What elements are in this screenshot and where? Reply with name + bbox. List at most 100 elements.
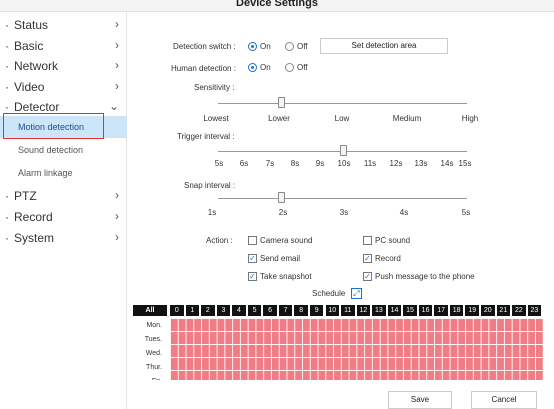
trigger-interval-label: Trigger interval : bbox=[177, 132, 235, 141]
detection-switch-off-radio[interactable] bbox=[285, 42, 294, 51]
chevron-down-icon: ⌄ bbox=[108, 99, 119, 113]
sidebar-item-label: Basic bbox=[14, 39, 44, 53]
bullet-glyph: · bbox=[5, 80, 9, 94]
send-email-label: Send email bbox=[260, 254, 301, 263]
schedule-hour-cell[interactable]: 4 bbox=[232, 305, 246, 316]
chevron-right-icon: › bbox=[115, 209, 119, 223]
schedule-hour-cell[interactable]: 2 bbox=[201, 305, 215, 316]
sidebar-item-label: Status bbox=[14, 18, 49, 32]
trigger-interval-tick-label: 8s bbox=[290, 159, 300, 168]
schedule-hour-cell[interactable]: 17 bbox=[434, 305, 448, 316]
sidebar: · Status › · Basic › · Network › · Video… bbox=[0, 12, 127, 409]
chevron-right-icon: › bbox=[115, 17, 119, 31]
camera-sound-checkbox[interactable] bbox=[248, 236, 257, 245]
sidebar-item-label: Network bbox=[14, 59, 59, 73]
expand-icon[interactable]: ⤢ bbox=[351, 288, 362, 299]
sensitivity-tick-label: High bbox=[461, 114, 479, 123]
sensitivity-tick-label: Medium bbox=[392, 114, 422, 123]
schedule-hour-cell[interactable]: 11 bbox=[341, 305, 355, 316]
set-detection-area-button[interactable]: Set detection area bbox=[320, 38, 448, 54]
sidebar-subitem-sound-detection[interactable]: Sound detection bbox=[0, 139, 127, 161]
schedule-hour-cell[interactable]: 15 bbox=[403, 305, 417, 316]
schedule-hour-cell[interactable]: 23 bbox=[527, 305, 542, 316]
sensitivity-label: Sensitivity : bbox=[194, 83, 235, 92]
sidebar-item-video[interactable]: · Video › bbox=[0, 77, 127, 97]
schedule-hour-cell[interactable]: 12 bbox=[356, 305, 371, 316]
schedule-hour-cell[interactable]: 10 bbox=[325, 305, 340, 316]
bullet-glyph: · bbox=[5, 100, 9, 114]
schedule-day-label[interactable]: Mon. bbox=[146, 322, 162, 329]
record-checkbox[interactable]: ✓ bbox=[363, 254, 372, 263]
camera-sound-label: Camera sound bbox=[260, 236, 313, 245]
sensitivity-slider-handle[interactable] bbox=[278, 97, 285, 108]
human-detection-off-radio[interactable] bbox=[285, 63, 294, 72]
sidebar-item-ptz[interactable]: · PTZ › bbox=[0, 186, 127, 206]
action-label: Action : bbox=[206, 236, 233, 245]
sensitivity-slider-track[interactable] bbox=[218, 103, 467, 104]
schedule-hour-cell[interactable]: 7 bbox=[278, 305, 293, 316]
schedule-hour-cell[interactable]: 18 bbox=[449, 305, 464, 316]
chevron-right-icon: › bbox=[115, 230, 119, 244]
pc-sound-label: PC sound bbox=[375, 236, 411, 245]
trigger-interval-tick-label: 9s bbox=[315, 159, 325, 168]
schedule-all-button[interactable]: All bbox=[133, 305, 167, 316]
sidebar-item-label: Video bbox=[14, 80, 45, 94]
schedule-day-label[interactable]: Tues. bbox=[144, 336, 162, 343]
schedule-hour-cell[interactable]: 22 bbox=[512, 305, 526, 316]
sidebar-item-record[interactable]: · Record › bbox=[0, 207, 127, 227]
bullet-glyph: · bbox=[5, 189, 9, 203]
schedule-hour-cell[interactable]: 0 bbox=[170, 305, 184, 316]
window-titlebar: Device Settings bbox=[0, 0, 554, 12]
schedule-hour-cell[interactable]: 9 bbox=[309, 305, 324, 316]
selection-outline bbox=[3, 113, 104, 139]
sidebar-item-network[interactable]: · Network › bbox=[0, 56, 127, 76]
take-snapshot-checkbox[interactable]: ✓ bbox=[248, 272, 257, 281]
schedule-hour-cell[interactable]: 14 bbox=[387, 305, 402, 316]
bullet-glyph: · bbox=[5, 18, 9, 32]
send-email-checkbox[interactable]: ✓ bbox=[248, 254, 257, 263]
snap-interval-slider-handle[interactable] bbox=[278, 192, 285, 203]
sidebar-subitem-motion-detection[interactable]: Motion detection bbox=[0, 116, 127, 138]
trigger-interval-tick-label: 11s bbox=[363, 159, 377, 168]
schedule-hour-cell[interactable]: 5 bbox=[247, 305, 262, 316]
sidebar-subitem-alarm-linkage[interactable]: Alarm linkage bbox=[0, 162, 127, 184]
schedule-hour-cell[interactable]: 3 bbox=[216, 305, 231, 316]
human-detection-on-label: On bbox=[260, 63, 271, 72]
push-message-checkbox[interactable]: ✓ bbox=[363, 272, 372, 281]
window-title: Device Settings bbox=[236, 0, 318, 9]
snap-interval-slider-track[interactable] bbox=[218, 198, 467, 199]
schedule-hour-cell[interactable]: 8 bbox=[294, 305, 308, 316]
schedule-hour-cell[interactable]: 6 bbox=[263, 305, 277, 316]
chevron-right-icon: › bbox=[115, 79, 119, 93]
trigger-interval-slider-handle[interactable] bbox=[340, 145, 347, 156]
schedule-day-label[interactable]: Fri. bbox=[133, 378, 167, 380]
trigger-interval-tick-label: 13s bbox=[414, 159, 428, 168]
schedule-day-label[interactable]: Thur. bbox=[146, 364, 162, 371]
push-message-label: Push message to the phone bbox=[375, 272, 475, 281]
schedule-day-label[interactable]: Wed. bbox=[145, 350, 162, 357]
chevron-right-icon: › bbox=[115, 188, 119, 202]
schedule-hour-cell[interactable]: 1 bbox=[185, 305, 200, 316]
schedule-cells[interactable] bbox=[170, 318, 543, 380]
sidebar-item-basic[interactable]: · Basic › bbox=[0, 36, 127, 56]
sidebar-item-status[interactable]: · Status › bbox=[0, 15, 127, 35]
sidebar-item-system[interactable]: · System › bbox=[0, 228, 127, 248]
detection-switch-on-radio[interactable] bbox=[248, 42, 257, 51]
detection-switch-off-label: Off bbox=[297, 42, 308, 51]
sidebar-item-label: Record bbox=[14, 210, 53, 224]
schedule-hour-cell[interactable]: 21 bbox=[496, 305, 511, 316]
schedule-hour-cell[interactable]: 13 bbox=[372, 305, 386, 316]
pc-sound-checkbox[interactable] bbox=[363, 236, 372, 245]
cancel-button[interactable]: Cancel bbox=[471, 391, 537, 409]
save-button[interactable]: Save bbox=[388, 391, 452, 409]
sidebar-subitem-label: Alarm linkage bbox=[18, 168, 73, 178]
sidebar-item-detector[interactable]: · Detector ⌄ bbox=[0, 97, 127, 117]
schedule-hour-cell[interactable]: 20 bbox=[481, 305, 495, 316]
schedule-hour-cell[interactable]: 16 bbox=[418, 305, 433, 316]
detection-switch-on-label: On bbox=[260, 42, 271, 51]
snap-interval-tick-label: 3s bbox=[339, 208, 349, 217]
schedule-hour-cell[interactable]: 19 bbox=[465, 305, 479, 316]
trigger-interval-tick-label: 10s bbox=[337, 159, 351, 168]
sidebar-subitem-label: Sound detection bbox=[18, 145, 84, 155]
human-detection-on-radio[interactable] bbox=[248, 63, 257, 72]
